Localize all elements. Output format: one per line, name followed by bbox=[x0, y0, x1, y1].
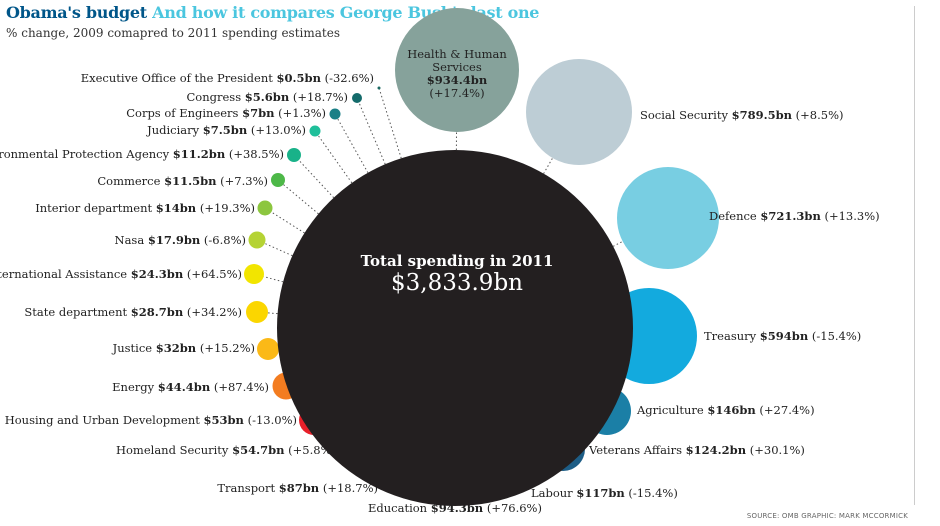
connector-interior-department bbox=[271, 211, 305, 234]
bubble-state-department bbox=[246, 301, 268, 323]
label-judiciary: Judiciary $7.5bn (+13.0%) bbox=[146, 123, 306, 137]
label-housing-and-urban-development: Housing and Urban Development $53bn (-13… bbox=[5, 413, 297, 427]
connector-corps-of-engineers bbox=[337, 118, 369, 173]
connector-congress bbox=[358, 102, 386, 165]
connector-lines bbox=[263, 89, 623, 315]
connector-judiciary bbox=[317, 135, 353, 184]
bubble-health-and-human-services bbox=[395, 8, 519, 132]
bubble-congress bbox=[352, 93, 362, 103]
total-value: $3,833.9bn bbox=[391, 270, 523, 296]
label-state-department: State department $28.7bn (+34.2%) bbox=[24, 305, 242, 319]
center-bubble: Total spending in 2011$3,833.9bn bbox=[277, 150, 633, 506]
label-energy: Energy $44.4bn (+87.4%) bbox=[112, 380, 269, 394]
label-international-assistance: International Assistance $24.3bn (+64.5%… bbox=[0, 267, 242, 281]
bubble-justice bbox=[257, 338, 279, 360]
divider-line bbox=[914, 6, 915, 505]
bubble-international-assistance bbox=[244, 264, 264, 284]
source-credit: SOURCE: OMB GRAPHIC: MARK MCCORMICK bbox=[746, 512, 908, 520]
bubble-corps-of-engineers bbox=[329, 108, 341, 120]
bubble-environmental-protection-agency bbox=[287, 148, 301, 162]
bubble-judiciary bbox=[309, 125, 321, 137]
connector-commerce bbox=[283, 184, 319, 215]
connector-environmental-protection-agency bbox=[298, 159, 335, 199]
connector-state-department bbox=[267, 312, 278, 315]
bubble-defence bbox=[617, 167, 719, 269]
label-transport: Transport $87bn (+18.7%) bbox=[217, 481, 378, 495]
label-commerce: Commerce $11.5bn (+7.3%) bbox=[97, 174, 268, 188]
bubble-social-security bbox=[526, 59, 632, 165]
title-part1: Obama's budget bbox=[6, 3, 147, 22]
label-labour: Labour $117bn (-15.4%) bbox=[531, 486, 678, 500]
label-treasury: Treasury $594bn (-15.4%) bbox=[704, 329, 861, 343]
connector-defence bbox=[612, 240, 623, 247]
label-executive-office-of-the-president: Executive Office of the President $0.5bn… bbox=[81, 71, 374, 85]
label-justice: Justice $32bn (+15.2%) bbox=[112, 341, 255, 355]
bubble-nasa bbox=[248, 231, 266, 249]
bubble-executive-office-of-the-president bbox=[377, 86, 381, 90]
bubble-interior-department bbox=[257, 200, 273, 216]
connector-nasa bbox=[264, 242, 293, 257]
label-environmental-protection-agency: Environmental Protection Agency $11.2bn … bbox=[0, 147, 284, 161]
connector-social-security bbox=[543, 157, 554, 174]
connector-international-assistance bbox=[263, 276, 284, 283]
chart-subtitle: % change, 2009 comapred to 2011 spending… bbox=[6, 26, 340, 40]
labels: Executive Office of the President $0.5bn… bbox=[0, 47, 880, 515]
total-label: Total spending in 2011 bbox=[361, 252, 554, 270]
label-social-security: Social Security $789.5bn (+8.5%) bbox=[640, 108, 844, 122]
total-bubble bbox=[277, 150, 633, 506]
bubble-commerce bbox=[271, 173, 285, 187]
label-interior-department: Interior department $14bn (+19.3%) bbox=[35, 201, 255, 215]
label-nasa: Nasa $17.9bn (-6.8%) bbox=[115, 233, 247, 247]
label-congress: Congress $5.6bn (+18.7%) bbox=[187, 90, 349, 104]
label-health-and-human-services: Health & Human Services $934.4bn (+17.4%) bbox=[407, 47, 507, 100]
label-corps-of-engineers: Corps of Engineers $7bn (+1.3%) bbox=[126, 106, 326, 120]
label-agriculture: Agriculture $146bn (+27.4%) bbox=[636, 403, 815, 417]
label-veterans-affairs: Veterans Affairs $124.2bn (+30.1%) bbox=[588, 443, 805, 457]
connector-executive-office-of-the-president bbox=[378, 89, 402, 159]
label-homeland-security: Homeland Security $54.7bn (+5.8%) bbox=[116, 443, 336, 457]
label-defence: Defence $721.3bn (+13.3%) bbox=[709, 209, 880, 223]
